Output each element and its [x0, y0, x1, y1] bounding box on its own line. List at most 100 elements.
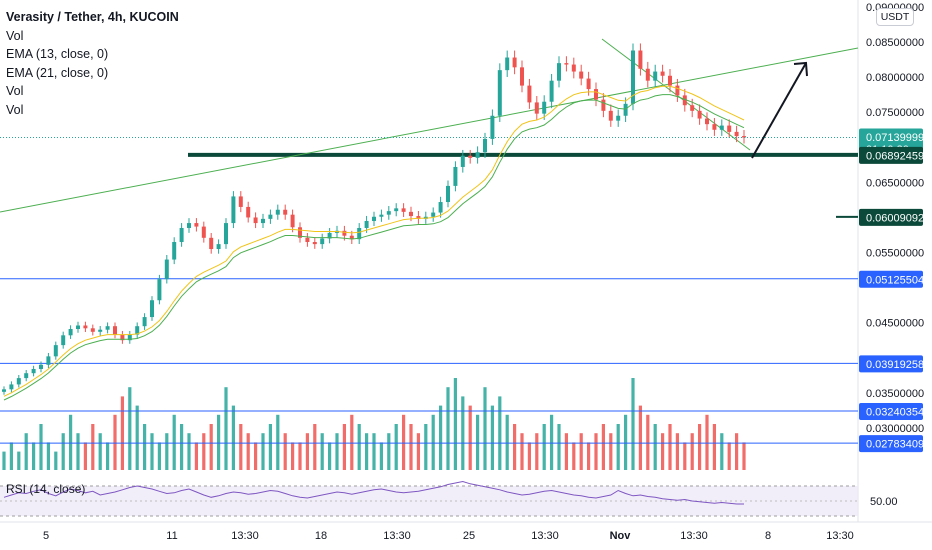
price-tag — [859, 403, 923, 421]
candle-body — [512, 57, 517, 68]
candle-body — [327, 232, 332, 239]
candle-body — [608, 110, 613, 121]
volume-bar — [135, 405, 139, 470]
candle-body — [549, 80, 554, 102]
candle-body — [201, 226, 206, 238]
volume-bar — [320, 433, 324, 470]
candle-body — [520, 67, 524, 86]
volume-bar — [690, 433, 694, 470]
candle-body — [24, 373, 29, 379]
volume-bar — [735, 433, 739, 470]
volume-bar — [54, 451, 58, 470]
price-tag — [859, 270, 923, 288]
volume-bar — [668, 424, 672, 470]
candle-body — [697, 110, 702, 119]
volume-bar — [572, 442, 576, 470]
candle-body — [231, 196, 236, 224]
candle-body — [68, 329, 73, 336]
candle-body — [120, 334, 125, 341]
candle-body — [261, 218, 265, 224]
time-tick-label: 13:30 — [231, 530, 259, 542]
price-tag-text: 0.06009092 — [866, 212, 924, 224]
price-tick-label: 0.08500000 — [866, 37, 924, 49]
candle-body — [446, 185, 450, 203]
symbol-title[interactable]: Verasity / Tether, 4h, KUCOIN — [6, 10, 179, 24]
price-tick-label: 0.04500000 — [866, 318, 924, 330]
rsi-tick-label: 50.00 — [870, 496, 898, 508]
projection-arrow — [751, 62, 807, 159]
volume-bar — [379, 442, 383, 470]
volume-bar — [231, 405, 235, 470]
price-tag — [859, 355, 923, 373]
volume-bar — [483, 387, 487, 470]
volume-bar — [550, 414, 554, 470]
candle-body — [431, 212, 436, 217]
candle-body — [557, 63, 561, 81]
candle-body — [705, 118, 709, 125]
time-tick-label: 8 — [765, 530, 771, 542]
volume-bar — [579, 433, 583, 470]
volume-bar — [143, 424, 147, 470]
candle-body — [660, 71, 665, 76]
legend-ema13[interactable]: EMA (13, close, 0) — [6, 47, 109, 61]
volume-bar — [32, 442, 36, 470]
candle-body — [53, 345, 58, 357]
volume-bar — [394, 424, 398, 470]
volume-bar — [424, 424, 428, 470]
candle-body — [645, 68, 650, 81]
time-tick-label: 13:30 — [680, 530, 708, 542]
candle-body — [631, 50, 635, 104]
candle-body — [653, 71, 658, 81]
volume-bar — [535, 433, 539, 470]
legend-vol-2[interactable]: Vol — [6, 84, 24, 98]
candle-body — [312, 242, 317, 245]
volume-bar — [372, 433, 376, 470]
volume-bar — [350, 414, 354, 470]
volume-bar — [638, 405, 642, 470]
volume-bar — [305, 433, 309, 470]
volume-bar — [291, 442, 295, 470]
volume-bar — [490, 405, 494, 470]
candle-body — [320, 238, 325, 245]
volume-bar — [172, 414, 176, 470]
rsi-line — [3, 480, 744, 505]
candle-body — [209, 237, 214, 250]
volume-bar — [106, 442, 110, 470]
time-tick-label: 13:30 — [826, 530, 854, 542]
candle-body — [416, 216, 421, 219]
legend-vol-1[interactable]: Vol — [6, 28, 24, 43]
candle-body — [305, 237, 310, 243]
volume-bar — [601, 424, 605, 470]
price-tag — [859, 146, 923, 164]
volume-bar — [646, 414, 650, 470]
volume-bar — [246, 433, 250, 470]
candle-body — [98, 329, 103, 332]
candle-body — [675, 85, 680, 96]
candle-body — [616, 115, 621, 121]
price-tick-label: 0.05500000 — [866, 248, 924, 260]
time-tick-label: 5 — [43, 530, 49, 542]
volume-bar — [98, 433, 102, 470]
rsi-legend[interactable]: RSI (14, close) — [6, 482, 86, 496]
volume-bar — [165, 433, 169, 470]
volume-bar — [431, 414, 435, 470]
volume-bar — [342, 424, 346, 470]
volume-bar — [587, 442, 591, 470]
volume-bar — [120, 396, 124, 470]
price-tag — [859, 435, 923, 453]
volume-bar — [461, 396, 465, 470]
candle-body — [690, 105, 695, 111]
price-tick-label: 0.08000000 — [866, 72, 924, 84]
legend-vol-3[interactable]: Vol — [6, 102, 24, 117]
volume-bar — [557, 424, 561, 470]
price-tag-text: 0.03240354 — [866, 407, 924, 419]
volume-bar — [439, 405, 443, 470]
legend-ema21[interactable]: EMA (21, close, 0) — [6, 65, 109, 80]
candle-body — [2, 389, 6, 392]
candle-body — [438, 202, 443, 213]
candle-body — [601, 99, 606, 111]
currency-button[interactable]: USDT — [876, 8, 914, 26]
candle-body — [460, 155, 465, 167]
candle-body — [157, 279, 162, 301]
